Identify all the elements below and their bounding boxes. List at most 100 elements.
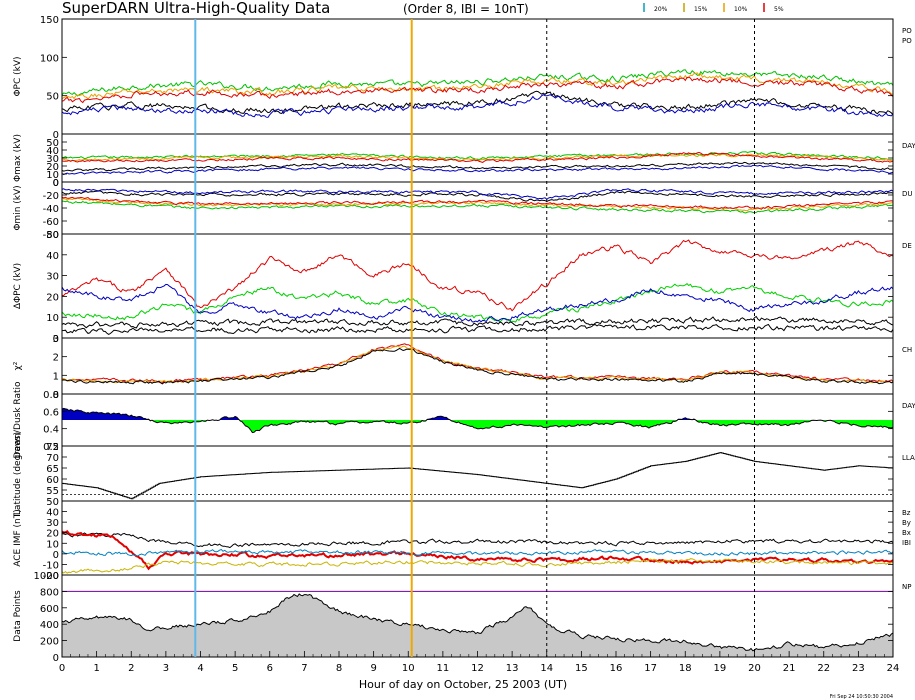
y-tick-label: 150 bbox=[40, 15, 59, 26]
right-label: Bx bbox=[902, 529, 911, 537]
x-tick-label: 9 bbox=[370, 663, 376, 674]
x-tick-label: 5 bbox=[232, 663, 238, 674]
plot-area bbox=[62, 188, 893, 214]
y-tick-label: 65 bbox=[46, 464, 59, 475]
x-tick-label: 24 bbox=[887, 663, 900, 674]
x-tick-label: 16 bbox=[610, 663, 623, 674]
x-tick-label: 3 bbox=[163, 663, 169, 674]
series-line bbox=[62, 196, 893, 210]
y-tick-label: 10 bbox=[46, 170, 59, 181]
series-line bbox=[62, 558, 893, 574]
y-tick-label: 40 bbox=[46, 251, 59, 262]
y-axis-label: χ² bbox=[13, 361, 23, 370]
panel-frame bbox=[61, 233, 894, 339]
timestamp: Fri Sep 24 10:50:30 2004 bbox=[830, 694, 893, 700]
panel-frame bbox=[61, 133, 894, 183]
x-tick-label: 6 bbox=[267, 663, 273, 674]
y-tick-label: 1 bbox=[53, 371, 59, 382]
y-tick-label: -20 bbox=[43, 191, 59, 202]
y-tick-label: 10 bbox=[46, 313, 59, 324]
right-label: PO bbox=[902, 37, 912, 45]
y-tick-label: 30 bbox=[46, 518, 59, 529]
x-tick-label: 21 bbox=[783, 663, 796, 674]
y-tick-label: 3 bbox=[53, 334, 59, 345]
y-tick-label: 200 bbox=[40, 637, 59, 648]
series-line bbox=[62, 161, 893, 172]
series-line bbox=[62, 94, 893, 118]
x-tick-label: 8 bbox=[336, 663, 342, 674]
right-label: LLA bbox=[902, 454, 915, 462]
series-line bbox=[62, 151, 893, 163]
y-tick-label: 55 bbox=[46, 486, 59, 497]
panel-phi_min: -80 -60 -40 -20 0 Φmin (kV) DU bbox=[13, 178, 913, 241]
ratio-fill-dusk bbox=[62, 420, 893, 433]
y-axis-label: Φmin (kV) bbox=[13, 185, 23, 230]
y-tick-label: 0 bbox=[53, 550, 59, 561]
vertical-markers bbox=[194, 19, 755, 657]
y-tick-label: 50 bbox=[46, 497, 59, 508]
panel-frame bbox=[61, 445, 894, 502]
y-tick-label: 40 bbox=[46, 508, 59, 519]
series-line bbox=[62, 283, 893, 323]
y-axis-label: Φmax (kV) bbox=[13, 134, 23, 182]
y-tick-label: -60 bbox=[43, 217, 59, 228]
x-tick-label: 1 bbox=[93, 663, 99, 674]
plot-area bbox=[62, 590, 893, 657]
y-tick-label: 600 bbox=[40, 604, 59, 615]
y-tick-label: 75 bbox=[46, 442, 59, 453]
legend-label: 10% bbox=[734, 6, 748, 13]
plot-area bbox=[62, 407, 893, 434]
right-label: Bz bbox=[902, 509, 911, 517]
series-line bbox=[62, 407, 893, 434]
x-axis-label: Hour of day on October, 25 2003 (UT) bbox=[359, 678, 567, 691]
y-tick-label: -80 bbox=[43, 230, 59, 241]
x-tick-label: 19 bbox=[714, 663, 727, 674]
panel-d_phi_pc: 0 10 20 30 40 50 ΔΦPC (kV) DE bbox=[13, 230, 912, 345]
x-tick-label: 22 bbox=[817, 663, 830, 674]
y-tick-label: 0 bbox=[53, 178, 59, 189]
y-tick-label: 0.8 bbox=[43, 390, 59, 401]
plot-area bbox=[62, 69, 893, 118]
y-axis-label: Latitude (degrees) bbox=[13, 432, 23, 515]
right-label: IBI bbox=[902, 539, 911, 547]
legend-label: 20% bbox=[654, 6, 668, 13]
y-tick-label: 50 bbox=[46, 138, 59, 149]
y-tick-label: 30 bbox=[46, 154, 59, 165]
x-tick-label: 4 bbox=[197, 663, 203, 674]
y-tick-label: 50 bbox=[46, 92, 59, 103]
right-label: DU bbox=[902, 190, 913, 198]
series-line bbox=[62, 72, 893, 100]
y-tick-label: 0 bbox=[53, 390, 59, 401]
y-tick-label: 0 bbox=[53, 178, 59, 189]
x-tick-label: 14 bbox=[540, 663, 553, 674]
x-tick-label: 12 bbox=[471, 663, 484, 674]
panel-frame bbox=[61, 337, 894, 395]
plot-area bbox=[62, 150, 893, 176]
series-line bbox=[62, 283, 893, 323]
y-tick-label: 0 bbox=[53, 653, 59, 664]
y-tick-label: 1000 bbox=[34, 571, 59, 582]
y-tick-label: 0 bbox=[53, 334, 59, 345]
legend-label: 15% bbox=[694, 6, 708, 13]
y-tick-label: 30 bbox=[46, 272, 59, 283]
y-tick-label: 0.2 bbox=[43, 442, 59, 453]
threshold-legend: 20% 15% 10% 5% bbox=[643, 3, 784, 13]
plot-area bbox=[62, 529, 893, 574]
series-line bbox=[62, 343, 893, 384]
x-tick-label: 20 bbox=[748, 663, 761, 674]
y-tick-label: 20 bbox=[46, 529, 59, 540]
x-tick-label: 11 bbox=[437, 663, 450, 674]
y-tick-label: 20 bbox=[46, 162, 59, 173]
panel-frame bbox=[61, 18, 894, 135]
y-tick-label: -20 bbox=[43, 571, 59, 582]
plot-area bbox=[62, 239, 893, 335]
right-label: DE bbox=[902, 242, 912, 250]
y-tick-label: 2 bbox=[53, 353, 59, 364]
chart-subtitle: (Order 8, IBI = 10nT) bbox=[403, 2, 529, 16]
y-tick-label: 0.4 bbox=[43, 425, 59, 436]
x-tick-label: 10 bbox=[402, 663, 415, 674]
y-tick-label: 10 bbox=[46, 539, 59, 550]
x-tick-label: 2 bbox=[128, 663, 134, 674]
